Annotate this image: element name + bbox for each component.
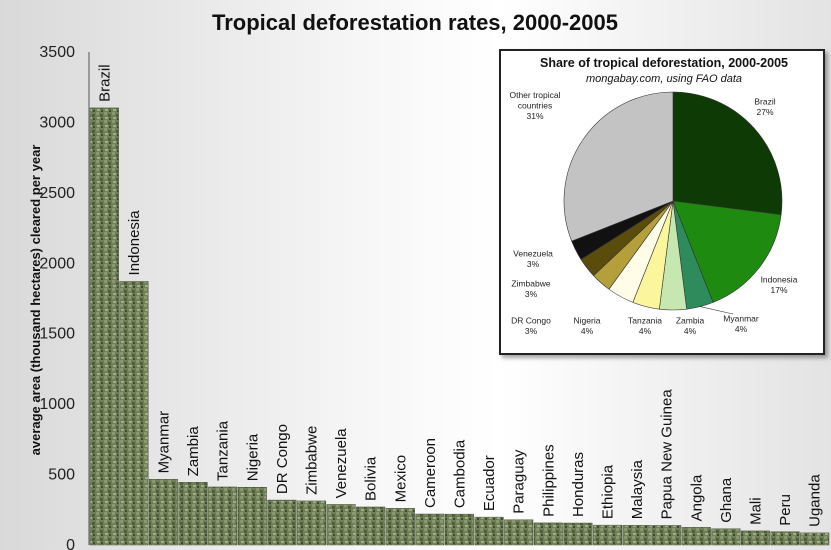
pie-slice-label: Nigeria xyxy=(574,316,601,326)
bar xyxy=(533,522,563,546)
pie-slice-label: Brazil xyxy=(754,97,775,107)
bar-category-label: Venezuela xyxy=(333,428,350,499)
y-tick-label: 1500 xyxy=(39,326,75,343)
pie-chart: Share of tropical deforestation, 2000-20… xyxy=(509,56,797,336)
pie-slice-label: Myanmar xyxy=(723,314,759,324)
bar xyxy=(770,531,800,546)
pie-slice-percent: 27% xyxy=(756,107,773,117)
pie-slice-label: countries xyxy=(518,101,553,111)
bars-group xyxy=(89,107,830,546)
bar xyxy=(119,281,149,546)
pie-slice-percent: 4% xyxy=(639,326,652,336)
bar-category-label: Bolivia xyxy=(363,456,380,501)
pie-slice-label: Zimbabwe xyxy=(511,279,550,289)
bar-category-label: Paraguay xyxy=(511,449,528,514)
bar xyxy=(208,486,238,546)
pie-leader-lines xyxy=(700,306,734,315)
pie-slice xyxy=(672,200,782,303)
bar-category-label: Ghana xyxy=(718,477,735,523)
bar-category-label: DR Congo xyxy=(274,424,291,494)
bar-category-label: Cameroon xyxy=(422,438,439,508)
bar xyxy=(415,513,445,546)
y-tick-label: 2500 xyxy=(39,185,75,202)
pie-slice xyxy=(563,91,674,242)
bar xyxy=(444,513,475,546)
pie-labels-group: Brazil27%Indonesia17%Myanmar4%Zambia4%Ta… xyxy=(509,90,797,336)
bar xyxy=(592,524,623,546)
bar xyxy=(740,530,771,546)
bar-category-label: Malaysia xyxy=(629,459,646,519)
bar xyxy=(89,107,119,546)
pie-slice-label: DR Congo xyxy=(511,316,551,326)
bar-category-label: Indonesia xyxy=(126,210,143,276)
y-axis-ticks: 0 500 1000 1500 2000 2500 3000 3500 xyxy=(39,44,75,550)
bar-category-label: Zambia xyxy=(185,426,202,477)
bar-category-label: Uganda xyxy=(807,474,824,527)
bar-category-label: Papua New Guinea xyxy=(659,389,676,520)
bar-category-label: Cambodia xyxy=(452,439,469,508)
bar-category-label: Angola xyxy=(688,474,705,521)
chart-title: Tropical deforestation rates, 2000-2005 xyxy=(212,10,618,35)
bar-category-label: Ecuador xyxy=(481,455,498,511)
pie-slice-percent: 4% xyxy=(684,326,697,336)
y-tick-label: 500 xyxy=(48,467,75,484)
y-tick-label: 2000 xyxy=(39,255,75,272)
bar-category-label: Honduras xyxy=(570,452,587,517)
bar xyxy=(563,522,593,546)
bar-category-label: Zimbabwe xyxy=(304,426,321,495)
bar xyxy=(385,508,415,546)
bar xyxy=(148,479,179,546)
pie-slice-label: Venezuela xyxy=(513,249,553,259)
bar-category-label: Myanmar xyxy=(156,411,173,474)
bar xyxy=(356,506,386,546)
pie-slices-group xyxy=(563,91,783,311)
pie-slice-percent: 17% xyxy=(770,285,787,295)
pie-slice-percent: 3% xyxy=(525,289,538,299)
bar xyxy=(652,525,682,546)
bar-category-label: Mexico xyxy=(392,455,409,503)
y-axis-label: average area (thousand hectares) cleared… xyxy=(28,145,43,456)
y-tick-label: 0 xyxy=(66,537,75,550)
bar xyxy=(474,516,504,546)
bar-category-label: Ethiopia xyxy=(600,464,617,519)
pie-slice xyxy=(672,91,783,215)
pie-slice-percent: 3% xyxy=(527,259,540,269)
bar xyxy=(296,500,327,546)
pie-slice-label: Tanzania xyxy=(628,316,662,326)
bar xyxy=(237,486,267,546)
pie-slice-label: Other tropical xyxy=(509,90,560,100)
pie-slice-label: Zambia xyxy=(676,316,705,326)
bar xyxy=(326,504,356,546)
bar xyxy=(622,525,652,546)
pie-slice-percent: 31% xyxy=(526,111,543,121)
bar-category-label: Tanzania xyxy=(215,420,232,481)
pie-slice-percent: 3% xyxy=(525,326,538,336)
bar xyxy=(178,482,208,546)
y-tick-label: 3000 xyxy=(39,114,75,131)
pie-slice-label: Indonesia xyxy=(761,275,798,285)
bar-category-label: Nigeria xyxy=(244,433,261,481)
bar-category-label: Peru xyxy=(777,494,794,526)
bar-category-label: Mali xyxy=(748,497,765,525)
y-tick-label: 1000 xyxy=(39,396,75,413)
y-tick-label: 3500 xyxy=(39,44,75,61)
pie-slice-percent: 4% xyxy=(735,324,748,334)
pie-slice-percent: 4% xyxy=(581,326,594,336)
bar xyxy=(711,528,741,546)
bar-category-label: Philippines xyxy=(540,444,557,517)
bar xyxy=(681,527,711,546)
pie-title: Share of tropical deforestation, 2000-20… xyxy=(540,56,788,70)
bar xyxy=(267,499,297,546)
bar xyxy=(504,519,534,546)
bar-labels-group: Brazil Indonesia Myanmar Zambia Tanzania Nige… xyxy=(96,64,823,526)
pie-inset: Share of tropical deforestation, 2000-20… xyxy=(499,49,825,355)
pie-leader-line xyxy=(700,306,734,315)
pie-subtitle: mongabay.com, using FAO data xyxy=(586,73,742,85)
bar-category-label: Brazil xyxy=(96,64,113,102)
bar xyxy=(800,532,830,546)
